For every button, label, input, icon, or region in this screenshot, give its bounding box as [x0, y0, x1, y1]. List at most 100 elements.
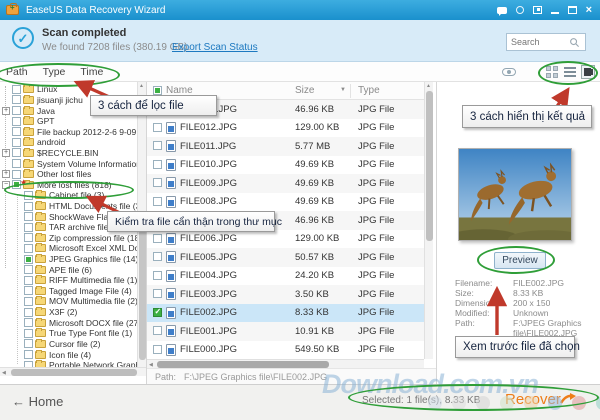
- tree-checkbox[interactable]: [24, 296, 33, 306]
- tree-checkbox[interactable]: [12, 106, 21, 116]
- tree-checkbox[interactable]: [24, 360, 33, 367]
- tree-item[interactable]: jisuanji jichu: [0, 94, 138, 106]
- expand-toggle-icon[interactable]: −: [2, 180, 10, 189]
- tree-checkbox[interactable]: [12, 169, 21, 179]
- tree-checkbox[interactable]: [24, 328, 33, 338]
- tree-checkbox[interactable]: [24, 286, 33, 296]
- eye-icon[interactable]: [502, 68, 516, 76]
- tree-item[interactable]: + Other lost files: [0, 169, 138, 180]
- column-header-name[interactable]: Name: [166, 85, 193, 96]
- select-all-checkbox[interactable]: [153, 86, 162, 95]
- tree-item[interactable]: X3F (2): [0, 307, 138, 318]
- tree-checkbox[interactable]: [24, 254, 33, 264]
- file-checkbox[interactable]: [153, 270, 162, 280]
- tree-item[interactable]: ShockWave Flash file: [0, 211, 138, 222]
- recover-button[interactable]: Recover: [505, 391, 561, 408]
- chat-icon[interactable]: [496, 6, 507, 16]
- detail-view-icon[interactable]: [581, 65, 595, 79]
- expand-toggle-icon[interactable]: +: [2, 148, 10, 157]
- sort-arrow-icon[interactable]: ▼: [340, 87, 346, 93]
- expand-toggle-icon[interactable]: +: [2, 170, 10, 179]
- file-checkbox[interactable]: [153, 307, 162, 317]
- tree-item[interactable]: − ★ More lost files (818): [0, 178, 138, 190]
- tree-checkbox[interactable]: [12, 180, 21, 190]
- file-checkbox[interactable]: [153, 289, 162, 298]
- tree-item[interactable]: Tagged Image File (4): [0, 285, 138, 297]
- tree-checkbox[interactable]: [24, 190, 33, 200]
- home-button[interactable]: ← Home: [12, 394, 64, 409]
- tree-checkbox[interactable]: [12, 148, 21, 158]
- file-row[interactable]: FILE012.JPG 129.00 KB JPG File: [147, 118, 424, 137]
- tree-item[interactable]: android: [0, 137, 138, 148]
- file-checkbox[interactable]: [153, 178, 162, 187]
- tree-item[interactable]: Microsoft Excel XML Doc: [0, 243, 138, 254]
- tree-checkbox[interactable]: [24, 222, 33, 232]
- file-checkbox[interactable]: [153, 196, 162, 206]
- file-row[interactable]: FILE004.JPG 24.20 KB JPG File: [147, 266, 424, 285]
- tree-checkbox[interactable]: [24, 265, 33, 275]
- file-row[interactable]: FILE005.JPG 50.57 KB JPG File: [147, 248, 424, 267]
- tree-item[interactable]: Microsoft DOCX file (27): [0, 317, 138, 328]
- tree-item[interactable]: Linux: [0, 84, 138, 95]
- tree-checkbox[interactable]: [12, 127, 21, 137]
- file-checkbox[interactable]: [153, 326, 162, 335]
- tree-item[interactable]: HTML Documents file (36): [0, 201, 138, 212]
- tree-item[interactable]: + $RECYCLE.BIN: [0, 147, 138, 159]
- tree-item[interactable]: RIFF Multimedia file (1): [0, 275, 138, 286]
- file-row[interactable]: FILE009.JPG 49.69 KB JPG File: [147, 174, 424, 193]
- grid-view-icon[interactable]: [546, 66, 558, 78]
- column-header-size[interactable]: Size: [295, 85, 315, 96]
- file-row[interactable]: FILE001.JPG 10.91 KB JPG File: [147, 322, 424, 341]
- file-checkbox[interactable]: [153, 252, 162, 261]
- tree-checkbox[interactable]: [12, 116, 21, 126]
- tree-checkbox[interactable]: [24, 212, 33, 222]
- tree-item[interactable]: Cabinet file (3): [0, 190, 138, 201]
- file-checkbox[interactable]: [153, 233, 162, 243]
- window-icon[interactable]: [532, 6, 542, 14]
- file-checkbox[interactable]: [153, 159, 162, 169]
- expand-toggle-icon[interactable]: +: [2, 106, 10, 115]
- tree-item[interactable]: GPT: [0, 116, 138, 127]
- tree-item[interactable]: MOV Multimedia file (2): [0, 296, 138, 307]
- tree-item[interactable]: Icon file (4): [0, 349, 138, 360]
- tree-item[interactable]: File backup 2012-2-6 9-09: [0, 126, 138, 137]
- tree-checkbox[interactable]: [12, 159, 21, 169]
- file-row[interactable]: FILE011.JPG 5.77 MB JPG File: [147, 137, 424, 156]
- tree-item[interactable]: Cursor file (2): [0, 338, 138, 350]
- file-row[interactable]: FILE000.JPG 549.50 KB JPG File: [147, 340, 424, 359]
- list-vertical-scrollbar[interactable]: ▲: [424, 82, 433, 359]
- tree-checkbox[interactable]: [24, 201, 33, 211]
- filter-tab-type[interactable]: Type: [42, 66, 66, 78]
- tree-item[interactable]: Zip compression file (18): [0, 232, 138, 244]
- tree-checkbox[interactable]: [12, 137, 21, 147]
- status-circle-icon[interactable]: [515, 6, 524, 14]
- file-checkbox[interactable]: [153, 122, 162, 132]
- tree-item[interactable]: APE file (6): [0, 264, 138, 275]
- search-input[interactable]: [507, 37, 569, 47]
- file-checkbox[interactable]: [153, 141, 162, 150]
- file-row[interactable]: FILE008.JPG 49.69 KB JPG File: [147, 192, 424, 211]
- tree-checkbox[interactable]: [24, 275, 33, 285]
- tree-checkbox[interactable]: [24, 350, 33, 360]
- tree-checkbox[interactable]: [24, 243, 33, 253]
- maximize-icon[interactable]: [567, 6, 577, 14]
- tree-item[interactable]: JPEG Graphics file (14): [0, 254, 138, 265]
- tree-horizontal-scrollbar[interactable]: ◀: [0, 367, 146, 376]
- close-icon[interactable]: ×: [585, 4, 592, 16]
- tree-checkbox[interactable]: [12, 95, 21, 105]
- tree-item[interactable]: True Type Font file (1): [0, 328, 138, 339]
- filter-tab-path[interactable]: Path: [6, 66, 28, 78]
- column-header-type[interactable]: Type: [358, 85, 380, 96]
- tree-checkbox[interactable]: [24, 339, 33, 349]
- list-view-icon[interactable]: [564, 66, 576, 78]
- tree-checkbox[interactable]: [24, 307, 33, 317]
- tree-item[interactable]: TAR archive file (9): [0, 222, 138, 233]
- search-box[interactable]: [506, 33, 586, 51]
- preview-button[interactable]: Preview: [494, 252, 546, 269]
- file-row[interactable]: FILE010.JPG 49.69 KB JPG File: [147, 155, 424, 174]
- file-row[interactable]: FILE002.JPG 8.33 KB JPG File: [147, 303, 424, 322]
- tree-checkbox[interactable]: [12, 84, 21, 94]
- tree-item[interactable]: System Volume Information: [0, 158, 138, 169]
- minimize-icon[interactable]: [550, 12, 559, 14]
- tree-item[interactable]: Portable Network Graphi: [0, 360, 138, 367]
